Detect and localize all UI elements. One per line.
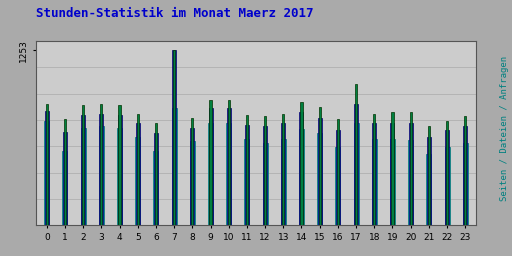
Bar (445, 130, 449, 225)
Bar (353, 123, 358, 225)
Bar (263, 126, 267, 225)
Bar (244, 139, 249, 225)
Bar (191, 118, 194, 225)
Bar (155, 123, 157, 225)
Bar (137, 114, 139, 225)
Bar (427, 137, 431, 225)
Bar (135, 137, 140, 225)
Bar (354, 104, 358, 225)
Bar (408, 140, 413, 225)
Bar (391, 123, 394, 225)
Bar (136, 123, 140, 225)
Bar (317, 133, 322, 225)
Bar (154, 151, 159, 225)
Bar (118, 105, 121, 225)
Bar (335, 147, 340, 225)
Bar (154, 133, 158, 225)
Bar (209, 100, 211, 225)
Text: Seiten / Dateien / Anfragen: Seiten / Dateien / Anfragen (500, 56, 509, 200)
Bar (46, 104, 48, 225)
Bar (45, 111, 49, 225)
Bar (464, 116, 466, 225)
Bar (62, 151, 68, 225)
Bar (190, 127, 195, 225)
Bar (263, 143, 268, 225)
Bar (463, 143, 468, 225)
Bar (301, 102, 303, 225)
Bar (463, 126, 467, 225)
Bar (208, 123, 213, 225)
Bar (336, 130, 340, 225)
Bar (426, 154, 432, 225)
Bar (409, 123, 413, 225)
Bar (63, 132, 67, 225)
Text: Stunden-Statistik im Monat Maerz 2017: Stunden-Statistik im Monat Maerz 2017 (36, 7, 313, 20)
Bar (226, 123, 231, 225)
Bar (410, 112, 412, 225)
Bar (444, 147, 450, 225)
Bar (245, 125, 249, 225)
Bar (117, 127, 122, 225)
Bar (228, 100, 230, 225)
Bar (172, 50, 176, 225)
Bar (190, 142, 195, 225)
Bar (372, 123, 376, 225)
Bar (80, 127, 86, 225)
Bar (373, 114, 375, 225)
Bar (64, 119, 66, 225)
Bar (446, 121, 448, 225)
Bar (355, 84, 357, 225)
Bar (118, 115, 121, 225)
Bar (264, 116, 266, 225)
Bar (372, 139, 377, 225)
Bar (317, 118, 322, 225)
Bar (391, 112, 394, 225)
Bar (318, 106, 321, 225)
Bar (282, 114, 284, 225)
Bar (299, 129, 304, 225)
Bar (390, 139, 395, 225)
Bar (281, 139, 286, 225)
Bar (99, 126, 104, 225)
Bar (172, 108, 177, 225)
Bar (173, 50, 175, 225)
Bar (208, 108, 212, 225)
Bar (99, 114, 103, 225)
Bar (428, 126, 430, 225)
Bar (281, 123, 285, 225)
Bar (82, 105, 84, 225)
Bar (300, 112, 304, 225)
Bar (100, 104, 102, 225)
Bar (227, 108, 231, 225)
Bar (44, 121, 49, 225)
Bar (81, 115, 85, 225)
Bar (337, 119, 339, 225)
Bar (246, 115, 248, 225)
